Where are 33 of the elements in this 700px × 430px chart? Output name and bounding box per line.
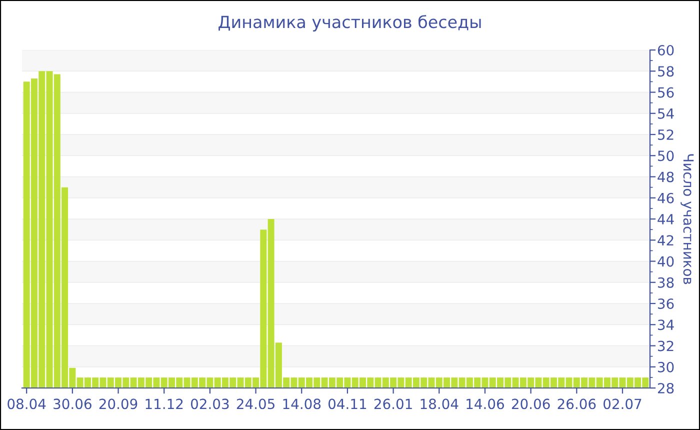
x-tick-label: 02.07	[604, 398, 642, 410]
x-tick-label: 18.04	[420, 398, 458, 410]
y-tick-label: 34	[658, 320, 674, 330]
x-tick-label: 20.09	[99, 398, 138, 410]
x-tick-label: 14.08	[283, 398, 321, 410]
y-tick-label: 50	[658, 150, 674, 162]
x-tick-label: 02.03	[190, 398, 229, 410]
x-tick-label: 08.04	[8, 398, 46, 410]
x-tick-label: 26.06	[558, 398, 596, 410]
x-tick-label: 11.12	[146, 398, 183, 409]
y-tick-label: 46	[658, 192, 674, 204]
y-axis-title: Число участников	[680, 154, 694, 284]
y-tick-label: 52	[658, 129, 674, 140]
y-tick-label: 30	[658, 362, 674, 372]
y-tick-label: 60	[658, 44, 674, 56]
y-tick-label: 56	[658, 87, 674, 98]
y-tick-label: 58	[658, 66, 674, 77]
y-tick-label: 32	[658, 340, 674, 352]
y-tick-label: 48	[658, 172, 674, 182]
x-tick-label: 04.11	[328, 398, 366, 410]
x-tick-label: 14.06	[466, 398, 504, 410]
y-tick-label: 42	[658, 235, 674, 246]
y-tick-label: 36	[658, 298, 674, 309]
x-tick-label: 26.01	[374, 398, 412, 410]
x-tick-label: 30.06	[54, 398, 92, 410]
y-tick-label: 38	[658, 277, 674, 288]
y-tick-label: 28	[658, 382, 674, 394]
y-tick-label: 54	[658, 108, 674, 119]
x-tick-label: 24.05	[236, 398, 274, 410]
y-tick-label: 40	[658, 256, 674, 267]
chart-title: Динамика участников беседы	[218, 15, 481, 32]
y-tick-label: 44	[658, 214, 674, 224]
x-tick-label: 20.06	[512, 398, 550, 410]
